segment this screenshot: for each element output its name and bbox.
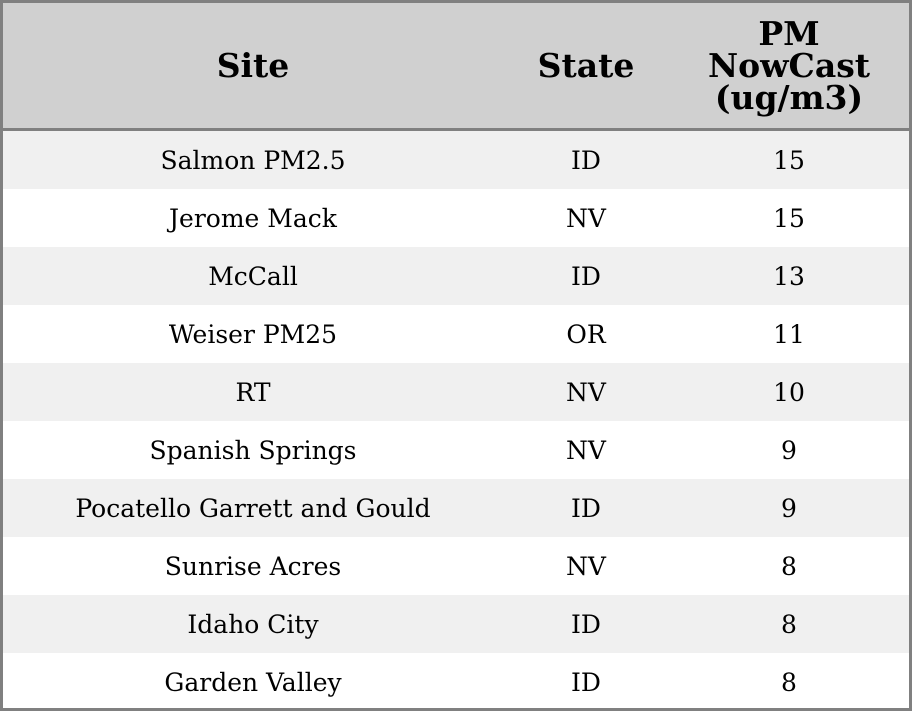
table-row: Sunrise Acres NV 8 xyxy=(3,537,909,595)
pm-cell: 15 xyxy=(773,203,805,233)
table-row: RT NV 10 xyxy=(3,363,909,421)
header-pm-nowcast: PM NowCast (ug/m3) xyxy=(669,3,909,131)
state-cell: NV xyxy=(566,551,606,581)
table-row: McCall ID 13 xyxy=(3,247,909,305)
site-cell: McCall xyxy=(3,247,503,305)
table-row: Garden Valley ID 8 xyxy=(3,653,909,711)
table-row: Idaho City ID 8 xyxy=(3,595,909,653)
site-cell: Sunrise Acres xyxy=(164,551,342,581)
site-cell: RT xyxy=(3,363,503,421)
state-cell: NV xyxy=(566,203,606,233)
state-cell: ID xyxy=(503,479,669,537)
site-cell: Garden Valley xyxy=(164,667,342,697)
site-cell: Pocatello Garrett and Gould xyxy=(3,479,503,537)
table-row: Jerome Mack NV 15 xyxy=(3,189,909,247)
header-state: State xyxy=(503,3,669,131)
pm-cell: 8 xyxy=(669,595,909,653)
site-cell: Spanish Springs xyxy=(149,435,357,465)
site-cell: Salmon PM2.5 xyxy=(3,129,503,189)
state-cell: ID xyxy=(571,667,601,697)
site-cell: Weiser PM25 xyxy=(168,319,338,349)
state-cell: NV xyxy=(503,363,669,421)
pm-cell: 8 xyxy=(781,667,797,697)
state-cell: ID xyxy=(503,247,669,305)
header-pm-line3: (ug/m3) xyxy=(714,77,864,117)
pm-cell: 8 xyxy=(781,551,797,581)
pm-cell: 13 xyxy=(669,247,909,305)
pm-cell: 10 xyxy=(669,363,909,421)
pm-cell: 11 xyxy=(773,319,805,349)
pm-cell: 9 xyxy=(669,479,909,537)
table-row: Weiser PM25 OR 11 xyxy=(3,305,909,363)
table-row: Pocatello Garrett and Gould ID 9 xyxy=(3,479,909,537)
header-site: Site xyxy=(3,3,503,131)
pm-cell: 15 xyxy=(669,129,909,189)
table-row: Salmon PM2.5 ID 15 xyxy=(3,129,909,189)
state-cell: ID xyxy=(503,129,669,189)
table-row: Spanish Springs NV 9 xyxy=(3,421,909,479)
header-pm-line2: NowCast xyxy=(707,45,871,85)
state-cell: ID xyxy=(503,595,669,653)
pm-cell: 9 xyxy=(781,435,797,465)
site-cell: Jerome Mack xyxy=(169,203,337,233)
header-row: Site State PM NowCast (ug/m3) xyxy=(3,3,909,131)
pm-table: Site State PM NowCast (ug/m3) Salmon PM2… xyxy=(3,3,909,711)
site-cell: Idaho City xyxy=(3,595,503,653)
header-pm-line1: PM xyxy=(758,13,820,53)
state-cell: OR xyxy=(566,319,606,349)
state-cell: NV xyxy=(566,435,606,465)
